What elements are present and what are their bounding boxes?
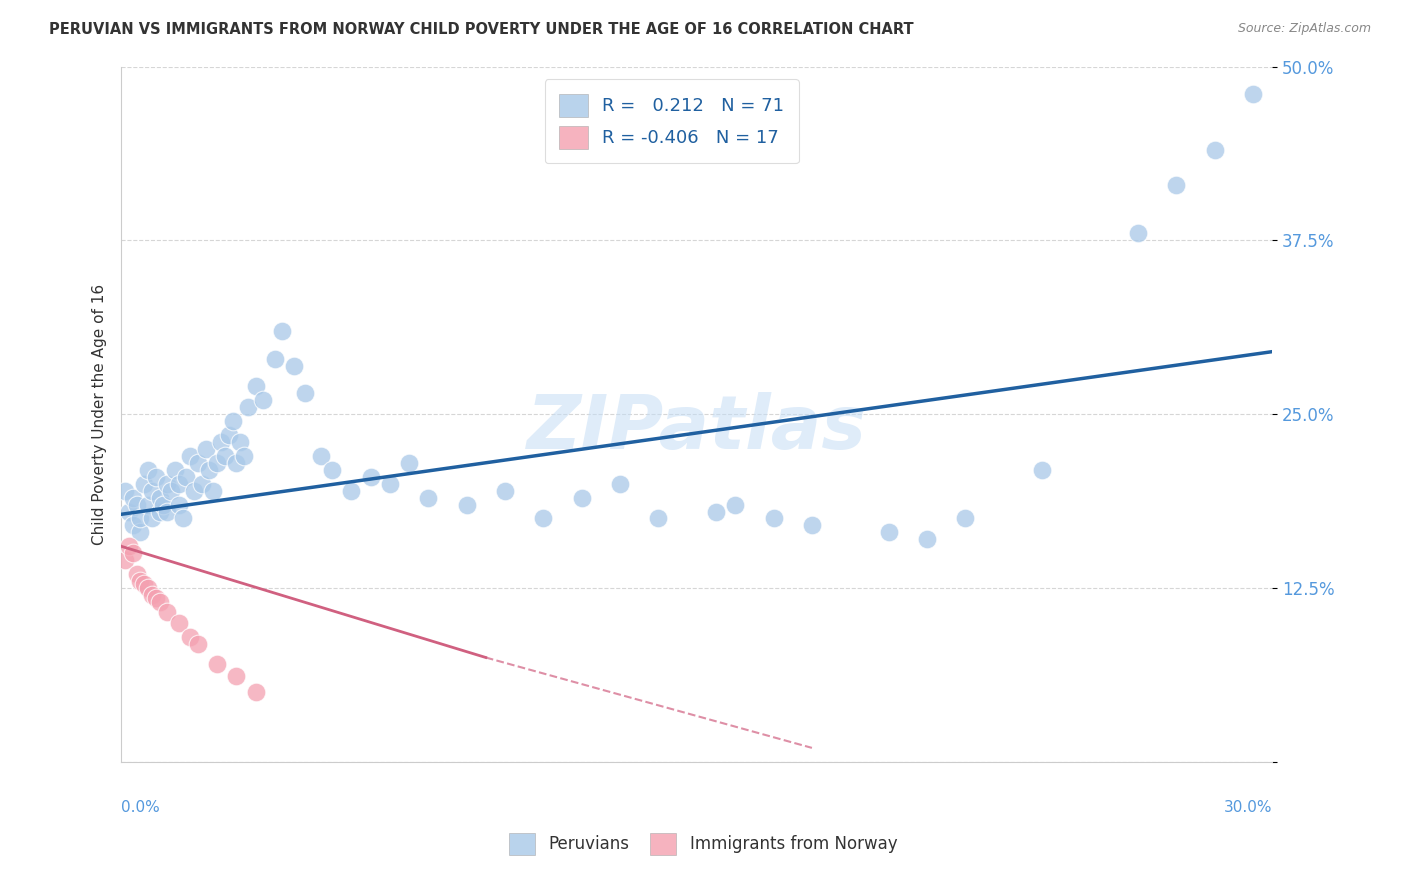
Point [571, 491, 593, 505]
Point [218, 428, 240, 442]
Point [877, 525, 900, 540]
Point [1166, 178, 1188, 192]
Point [194, 442, 217, 456]
Point [309, 449, 332, 463]
Point [179, 449, 201, 463]
Point [209, 435, 232, 450]
Point [1204, 143, 1226, 157]
Point [398, 456, 420, 470]
Text: 30.0%: 30.0% [1223, 800, 1272, 815]
Point [129, 574, 152, 588]
Point [160, 483, 183, 498]
Point [271, 324, 294, 338]
Text: Source: ZipAtlas.com: Source: ZipAtlas.com [1237, 22, 1371, 36]
Point [294, 386, 316, 401]
Point [198, 463, 221, 477]
Point [114, 553, 136, 567]
Point [145, 469, 167, 483]
Point [245, 685, 267, 699]
Point [183, 483, 205, 498]
Point [118, 504, 141, 518]
Point [141, 511, 163, 525]
Point [118, 539, 141, 553]
Point [233, 449, 256, 463]
Point [136, 498, 159, 512]
Point [456, 498, 478, 512]
Point [418, 491, 440, 505]
Point [1031, 463, 1053, 477]
Text: 0.0%: 0.0% [121, 800, 160, 815]
Point [360, 469, 382, 483]
Text: ZIPatlas: ZIPatlas [527, 392, 868, 465]
Point [1126, 227, 1149, 241]
Point [263, 351, 285, 366]
Point [156, 504, 179, 518]
Point [214, 449, 236, 463]
Point [221, 414, 243, 428]
Point [134, 577, 156, 591]
Point [1241, 87, 1264, 102]
Point [167, 476, 190, 491]
Point [134, 476, 156, 491]
Point [163, 463, 186, 477]
Point [191, 476, 214, 491]
Point [114, 483, 136, 498]
Point [156, 476, 179, 491]
Point [245, 379, 267, 393]
Point [225, 668, 247, 682]
Legend: Peruvians, Immigrants from Norway: Peruvians, Immigrants from Norway [502, 827, 904, 862]
Point [167, 615, 190, 630]
Point [340, 483, 363, 498]
Point [187, 637, 209, 651]
Point [141, 483, 163, 498]
Point [915, 533, 938, 547]
Point [378, 476, 401, 491]
Point [205, 456, 228, 470]
Point [152, 498, 174, 512]
Point [800, 518, 823, 533]
Point [129, 525, 152, 540]
Text: PERUVIAN VS IMMIGRANTS FROM NORWAY CHILD POVERTY UNDER THE AGE OF 16 CORRELATION: PERUVIAN VS IMMIGRANTS FROM NORWAY CHILD… [49, 22, 914, 37]
Point [205, 657, 228, 672]
Point [321, 463, 343, 477]
Point [141, 588, 163, 602]
Point [136, 581, 159, 595]
Point [156, 605, 179, 619]
Point [609, 476, 631, 491]
Point [145, 591, 167, 605]
Point [531, 511, 554, 525]
Point [149, 504, 172, 518]
Point [167, 498, 190, 512]
Legend: R =   0.212   N = 71, R = -0.406   N = 17: R = 0.212 N = 71, R = -0.406 N = 17 [544, 79, 799, 163]
Point [647, 511, 669, 525]
Point [149, 595, 172, 609]
Point [494, 483, 516, 498]
Point [236, 401, 259, 415]
Point [187, 456, 209, 470]
Y-axis label: Child Poverty Under the Age of 16: Child Poverty Under the Age of 16 [93, 284, 107, 545]
Point [149, 491, 172, 505]
Point [125, 567, 148, 582]
Point [179, 630, 201, 644]
Point [252, 393, 274, 408]
Point [129, 511, 152, 525]
Point [136, 463, 159, 477]
Point [121, 546, 143, 560]
Point [176, 469, 198, 483]
Point [121, 491, 143, 505]
Point [125, 498, 148, 512]
Point [202, 483, 225, 498]
Point [225, 456, 247, 470]
Point [172, 511, 194, 525]
Point [229, 435, 252, 450]
Point [121, 518, 143, 533]
Point [762, 511, 785, 525]
Point [704, 504, 727, 518]
Point [283, 359, 305, 373]
Point [955, 511, 977, 525]
Point [724, 498, 747, 512]
